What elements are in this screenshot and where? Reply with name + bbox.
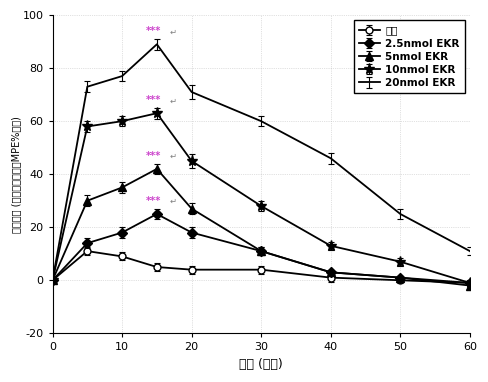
Y-axis label: 镇痛效应 (用最大可能效应MPE%表示): 镇痛效应 (用最大可能效应MPE%表示) [11, 116, 21, 233]
Text: ↵: ↵ [169, 152, 176, 161]
Text: ***: *** [146, 26, 161, 36]
Text: ↵: ↵ [169, 96, 176, 105]
Text: ***: *** [146, 151, 161, 161]
Text: ***: *** [146, 95, 161, 105]
Legend: 溶剂, 2.5nmol EKR, 5nmol EKR, 10nmol EKR, 20nmol EKR: 溶剂, 2.5nmol EKR, 5nmol EKR, 10nmol EKR, … [354, 20, 465, 93]
Text: ↵: ↵ [169, 197, 176, 206]
Text: ↵: ↵ [169, 28, 176, 36]
X-axis label: 时间 (分钟): 时间 (分钟) [239, 358, 283, 371]
Text: ***: *** [146, 196, 161, 206]
